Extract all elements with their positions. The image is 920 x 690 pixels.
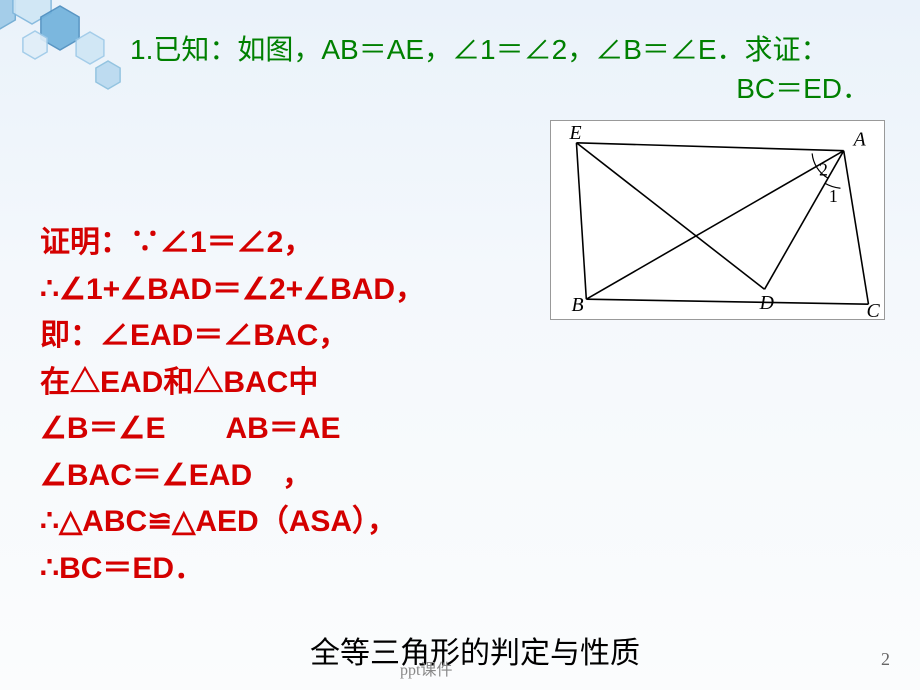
proof-line: 在△EAD和△BAC中 — [40, 360, 425, 407]
svg-text:1: 1 — [829, 186, 838, 206]
footer-title: 全等三角形的判定与性质 — [310, 628, 640, 672]
footer-page-num: 2 — [881, 649, 890, 670]
proof-line: ∴△ABC≌△AED（ASA）， — [40, 499, 425, 546]
proof-body: 证明：∵∠1＝∠2，∴∠1+∠BAD＝∠2+∠BAD，即：∠EAD＝∠BAC，在… — [40, 220, 425, 592]
problem-line1: 1.已知：如图，AB＝AE，∠1＝∠2，∠B＝∠E．求证： — [130, 30, 880, 69]
proof-line: ∠B＝∠E AB＝AE — [40, 406, 425, 453]
problem-statement: 1.已知：如图，AB＝AE，∠1＝∠2，∠B＝∠E．求证： BC＝ED． — [130, 30, 880, 108]
proof-line: ∠BAC＝∠EAD ， — [40, 453, 425, 500]
corner-hex-decoration — [0, 0, 150, 110]
svg-text:B: B — [571, 294, 583, 316]
svg-text:A: A — [852, 129, 867, 151]
proof-line: 证明：∵∠1＝∠2， — [40, 220, 425, 267]
svg-text:2: 2 — [819, 159, 828, 179]
geometry-diagram: E A B D C 21 — [550, 120, 885, 320]
proof-line: ∴BC＝ED． — [40, 546, 425, 593]
svg-text:E: E — [568, 122, 581, 144]
svg-text:C: C — [866, 300, 880, 320]
footer-ppt-label: ppt课件 — [400, 656, 452, 680]
proof-line: ∴∠1+∠BAD＝∠2+∠BAD， — [40, 267, 425, 314]
svg-text:D: D — [759, 292, 774, 314]
proof-line: 即：∠EAD＝∠BAC， — [40, 313, 425, 360]
problem-line2: BC＝ED． — [130, 69, 880, 108]
